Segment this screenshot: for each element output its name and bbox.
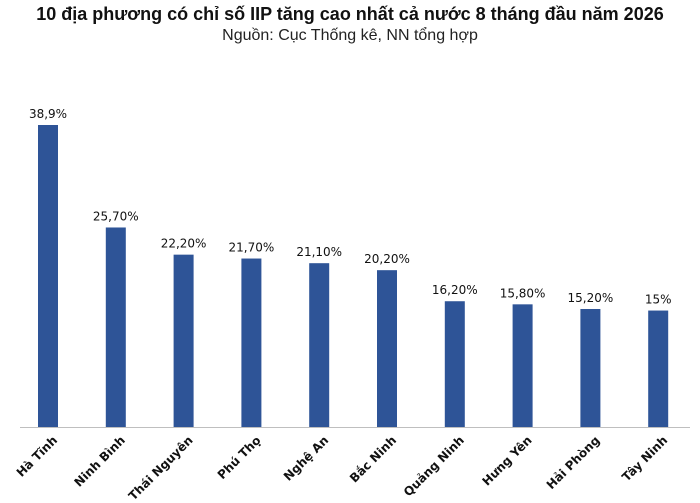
bar-8 xyxy=(512,304,533,427)
data-label-9: 15,20% xyxy=(568,291,614,305)
category-label-10: Tây Ninh xyxy=(619,433,670,484)
category-label-1: Hà Tĩnh xyxy=(14,433,60,479)
bar-3 xyxy=(173,254,194,427)
data-label-7: 16,20% xyxy=(432,283,478,297)
bar-5 xyxy=(309,263,330,427)
data-label-10: 15% xyxy=(645,293,672,307)
category-label-4: Phú Thọ xyxy=(215,433,264,482)
bar-4 xyxy=(241,258,262,427)
category-label-6: Bắc Ninh xyxy=(347,433,399,485)
data-label-1: 38,9% xyxy=(29,107,67,121)
category-label-9: Hải Phòng xyxy=(544,433,603,492)
category-label-2: Ninh Bình xyxy=(72,433,128,489)
category-label-5: Nghệ An xyxy=(281,433,331,483)
bar-2 xyxy=(105,227,126,427)
bar-1 xyxy=(38,125,58,427)
data-label-3: 22,20% xyxy=(161,237,207,251)
category-label-8: Hưng Yên xyxy=(479,433,534,488)
chart-title: 10 địa phương có chỉ số IIP tăng cao nhấ… xyxy=(36,4,664,24)
data-label-6: 20,20% xyxy=(364,252,410,266)
bar-series xyxy=(38,125,669,427)
data-label-4: 21,70% xyxy=(229,241,275,255)
bar-10 xyxy=(648,310,669,427)
data-labels: 38,9% 25,70% 22,20% 21,70% 21,10% 20,20% 16,20… xyxy=(29,107,672,307)
data-label-2: 25,70% xyxy=(93,209,139,223)
data-label-5: 21,10% xyxy=(296,245,342,259)
bar-7 xyxy=(444,301,465,427)
data-label-8: 15,80% xyxy=(500,286,546,300)
bar-9 xyxy=(580,308,601,427)
category-label-3: Thái Nguyên xyxy=(126,433,196,503)
bar-6 xyxy=(377,270,397,427)
chart-subtitle: Nguồn: Cục Thống kê, NN tổng hợp xyxy=(222,27,478,44)
category-label-7: Quảng Ninh xyxy=(401,433,467,499)
